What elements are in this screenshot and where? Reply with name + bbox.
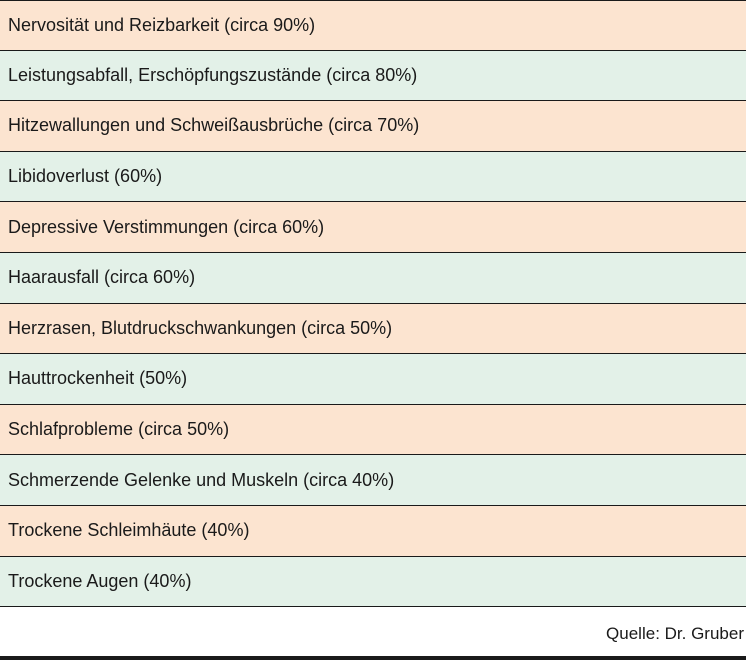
table-row: Hitzewallungen und Schweißausbrüche (cir…: [0, 101, 746, 152]
row-text: Depressive Verstimmungen (circa 60%): [8, 216, 325, 237]
table-row: Nervosität und Reizbarkeit (circa 90%): [0, 0, 746, 51]
row-text: Schmerzende Gelenke und Muskeln (circa 4…: [8, 469, 395, 490]
table-row: Herzrasen, Blutdruckschwankungen (circa …: [0, 303, 746, 355]
table-row: Haarausfall (circa 60%): [0, 252, 746, 304]
table-row: Trockene Schleimhäute (40%): [0, 505, 746, 557]
row-text: Hitzewallungen und Schweißausbrüche (cir…: [8, 115, 420, 136]
table-row: Schlafprobleme (circa 50%): [0, 404, 746, 456]
row-text: Trockene Augen (40%): [8, 570, 192, 591]
symptom-table: Nervosität und Reizbarkeit (circa 90%) L…: [0, 0, 746, 608]
row-text: Leistungsabfall, Erschöpfungszustände (c…: [8, 64, 418, 85]
table-row: Trockene Augen (40%): [0, 556, 746, 608]
table-row: Hauttrockenheit (50%): [0, 354, 746, 405]
row-text: Hauttrockenheit (50%): [8, 368, 188, 389]
row-text: Trockene Schleimhäute (40%): [8, 520, 250, 541]
row-text: Libidoverlust (60%): [8, 166, 163, 187]
row-text: Herzrasen, Blutdruckschwankungen (circa …: [8, 317, 393, 338]
table-row: Schmerzende Gelenke und Muskeln (circa 4…: [0, 455, 746, 506]
source-caption: Quelle: Dr. Gruber: [606, 624, 744, 643]
table-row: Depressive Verstimmungen (circa 60%): [0, 202, 746, 253]
row-text: Haarausfall (circa 60%): [8, 267, 196, 288]
row-text: Schlafprobleme (circa 50%): [8, 419, 230, 440]
row-text: Nervosität und Reizbarkeit (circa 90%): [8, 14, 316, 35]
table-row: Leistungsabfall, Erschöpfungszustände (c…: [0, 50, 746, 102]
table-row: Libidoverlust (60%): [0, 151, 746, 203]
bottom-rule: [0, 656, 746, 660]
